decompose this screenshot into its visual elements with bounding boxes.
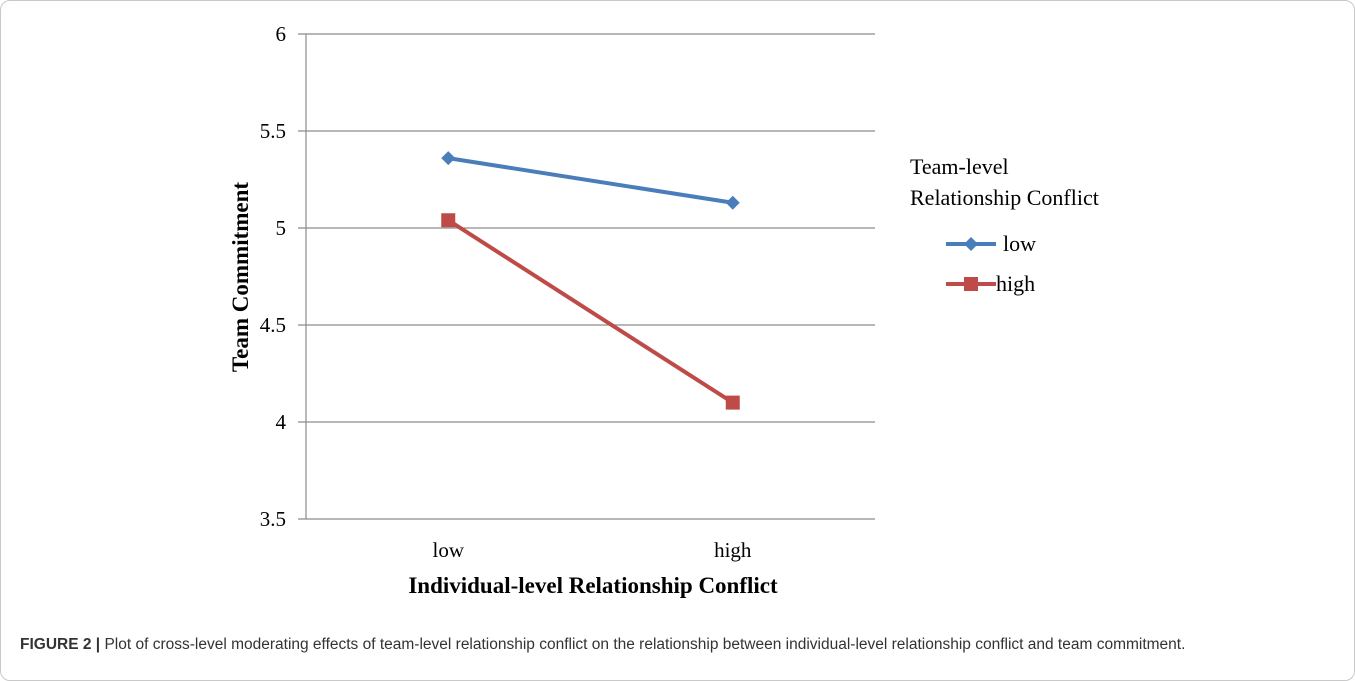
y-axis-title: Team Commitment xyxy=(228,182,253,372)
legend-label: low xyxy=(1003,231,1036,256)
legend-swatch-marker xyxy=(964,277,978,291)
series-high xyxy=(441,213,740,410)
legend-items: low high xyxy=(946,231,1036,296)
series-line-high xyxy=(447,218,734,405)
legend-item-high: high xyxy=(946,271,1035,296)
x-axis-title: Individual-level Relationship Conflict xyxy=(408,573,778,598)
y-tick-label: 5.5 xyxy=(260,119,286,143)
caption-text: Plot of cross-level moderating effects o… xyxy=(104,636,1186,653)
x-tick-label: low xyxy=(433,538,465,562)
x-tick-labels: low high xyxy=(433,538,752,562)
legend-item-low: low xyxy=(946,231,1036,256)
x-tick-label: high xyxy=(714,538,752,562)
data-point-low xyxy=(441,151,456,166)
data-point-low xyxy=(725,195,740,210)
legend-title-line-1: Team-level xyxy=(910,154,1009,179)
legend: Team-level Relationship Conflict low high xyxy=(910,154,1099,296)
data-point-high xyxy=(441,213,456,228)
y-tick-label: 4.5 xyxy=(260,313,286,337)
series-line-low xyxy=(447,156,734,205)
data-point-high xyxy=(725,395,740,410)
y-tick-label: 3.5 xyxy=(260,507,286,531)
y-tick-label: 6 xyxy=(276,22,287,46)
gridlines xyxy=(298,33,875,520)
y-tick-label: 5 xyxy=(276,216,287,240)
caption-label: FIGURE 2 | xyxy=(20,636,101,653)
legend-swatch-marker xyxy=(964,237,978,251)
y-tick-label: 4 xyxy=(276,410,287,434)
legend-label: high xyxy=(996,271,1035,296)
y-tick-labels: 3.5 4 4.5 5 5.5 6 xyxy=(260,22,287,531)
series-group xyxy=(441,151,740,410)
figure-caption: FIGURE 2 | Plot of cross-level moderatin… xyxy=(20,634,1320,655)
series-low xyxy=(441,151,740,210)
legend-title-line-2: Relationship Conflict xyxy=(910,185,1099,210)
line-chart: 3.5 4 4.5 5 5.5 6 low high Team Commitment Ind… xyxy=(228,22,1099,598)
